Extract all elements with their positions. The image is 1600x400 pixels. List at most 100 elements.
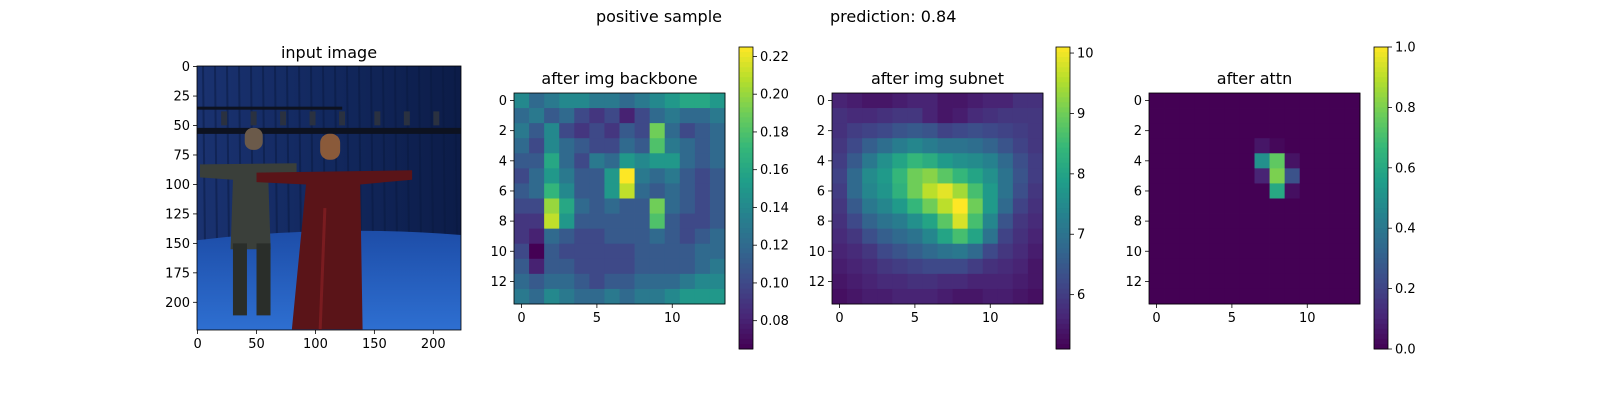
heatmap-cell: [1209, 213, 1225, 230]
heatmap-cell: [892, 153, 908, 169]
colorbar-segment: [739, 57, 753, 63]
heatmap-cell: [907, 213, 923, 230]
heatmap-cell: [1027, 93, 1044, 109]
colorbar-segment: [1056, 72, 1070, 78]
y-tick-label: 25: [173, 90, 190, 105]
heatmap-cell: [1149, 138, 1165, 154]
heatmap-cell: [1269, 153, 1286, 169]
heatmap-cell: [922, 138, 938, 154]
heatmap-cell: [907, 273, 923, 290]
heatmap-cell: [604, 123, 620, 139]
colorbar-segment: [739, 137, 753, 144]
y-tick-label: 10: [808, 245, 825, 260]
heatmap-cell: [679, 273, 696, 290]
y-tick-label: 4: [1134, 154, 1142, 169]
colorbar-segment: [739, 298, 753, 305]
heatmap-cell: [907, 243, 923, 260]
heatmap-cell: [1164, 123, 1180, 139]
colorbar-segment: [739, 223, 753, 229]
heatmap-cell: [1299, 108, 1316, 124]
panel-title: input image: [281, 43, 377, 62]
heatmap-cell: [679, 93, 696, 109]
heatmap-cell: [649, 93, 666, 109]
heatmap-cell: [1209, 153, 1225, 169]
heatmap-cell: [1209, 183, 1225, 199]
heatmap-cell: [1012, 93, 1029, 109]
heatmap-cell: [1269, 183, 1286, 199]
heatmap-cell: [1194, 93, 1210, 109]
heatmap-cell: [529, 93, 545, 109]
heatmap-cell: [694, 108, 711, 124]
heatmap-cell: [619, 108, 635, 124]
heatmap-cell: [1254, 198, 1270, 214]
heatmap-cell: [1149, 213, 1165, 230]
colorbar-tick-label: 0.4: [1395, 222, 1416, 237]
heatmap-cell: [1284, 138, 1301, 154]
colorbar-segment: [739, 273, 753, 280]
heatmap-cell: [694, 93, 711, 109]
heatmap-cell: [559, 243, 575, 260]
axes-frame: [513, 92, 726, 305]
heatmap-cell: [967, 183, 984, 199]
x-tick-label: 0: [835, 311, 843, 326]
heatmap-cell: [1254, 258, 1270, 275]
heatmap-cell: [589, 228, 605, 245]
heatmap-cell: [937, 153, 953, 169]
colorbar-tick-label: 0.08: [760, 314, 789, 329]
heatmap-cell: [1149, 93, 1165, 109]
colorbar-segment: [739, 248, 753, 254]
colorbar-segment: [739, 208, 753, 214]
colorbar-segment: [739, 177, 753, 184]
colorbar-segment: [1056, 238, 1070, 244]
colorbar-segment: [1056, 47, 1070, 53]
heatmap-cell: [1314, 213, 1331, 230]
heatmap-cell: [604, 153, 620, 169]
heatmap-cell: [1027, 123, 1044, 139]
heatmap-cell: [589, 108, 605, 124]
heatmap-cell: [1179, 93, 1195, 109]
heatmap-cell: [589, 138, 605, 154]
colorbar-segment: [1374, 102, 1388, 108]
colorbar-segment: [1374, 172, 1388, 179]
heatmap-cell: [1239, 138, 1255, 154]
heatmap-cell: [1027, 138, 1044, 154]
heatmap-cell: [1284, 243, 1301, 260]
heatmap-cell: [1284, 168, 1301, 184]
heatmap-cell: [982, 258, 999, 275]
heatmap-cell: [832, 198, 848, 214]
heatmap-cell: [514, 183, 530, 199]
heatmap-cell: [877, 153, 893, 169]
colorbar-segment: [1374, 112, 1388, 118]
colorbar-segment: [1374, 67, 1388, 73]
heatmap-cell: [1027, 183, 1044, 199]
colorbar-segment: [1374, 303, 1388, 310]
colorbar-segment: [739, 142, 753, 149]
heatmap-cell: [514, 258, 530, 275]
heatmap-cell: [529, 123, 545, 139]
heatmap-cell: [1269, 228, 1286, 245]
heatmap-cell: [679, 198, 696, 214]
heatmap-cell: [1299, 243, 1316, 260]
heatmap-cell: [634, 168, 651, 184]
y-tick-label: 100: [165, 178, 190, 193]
colorbar-segment: [1374, 132, 1388, 139]
heatmap-cell: [997, 198, 1014, 214]
panel-title: after attn: [1217, 69, 1292, 88]
heatmap-cell: [952, 93, 969, 109]
heatmap-cell: [982, 243, 999, 260]
heatmap-cell: [937, 93, 953, 109]
colorbar-tick-label: 0.0: [1395, 343, 1416, 358]
colorbar-segment: [1056, 117, 1070, 123]
colorbar-segment: [1374, 238, 1388, 244]
heatmap-cell: [892, 198, 908, 214]
axes-frame: [196, 65, 462, 331]
heatmap-cell: [892, 168, 908, 184]
heatmap-cell: [1179, 258, 1195, 275]
heatmap-cell: [1179, 183, 1195, 199]
colorbar-segment: [1374, 177, 1388, 184]
heatmap-cell: [937, 183, 953, 199]
curtain-fold: [298, 66, 302, 246]
heatmap-cell: [847, 168, 863, 184]
heatmap-cell: [1194, 228, 1210, 245]
heatmap-cell: [529, 273, 545, 290]
